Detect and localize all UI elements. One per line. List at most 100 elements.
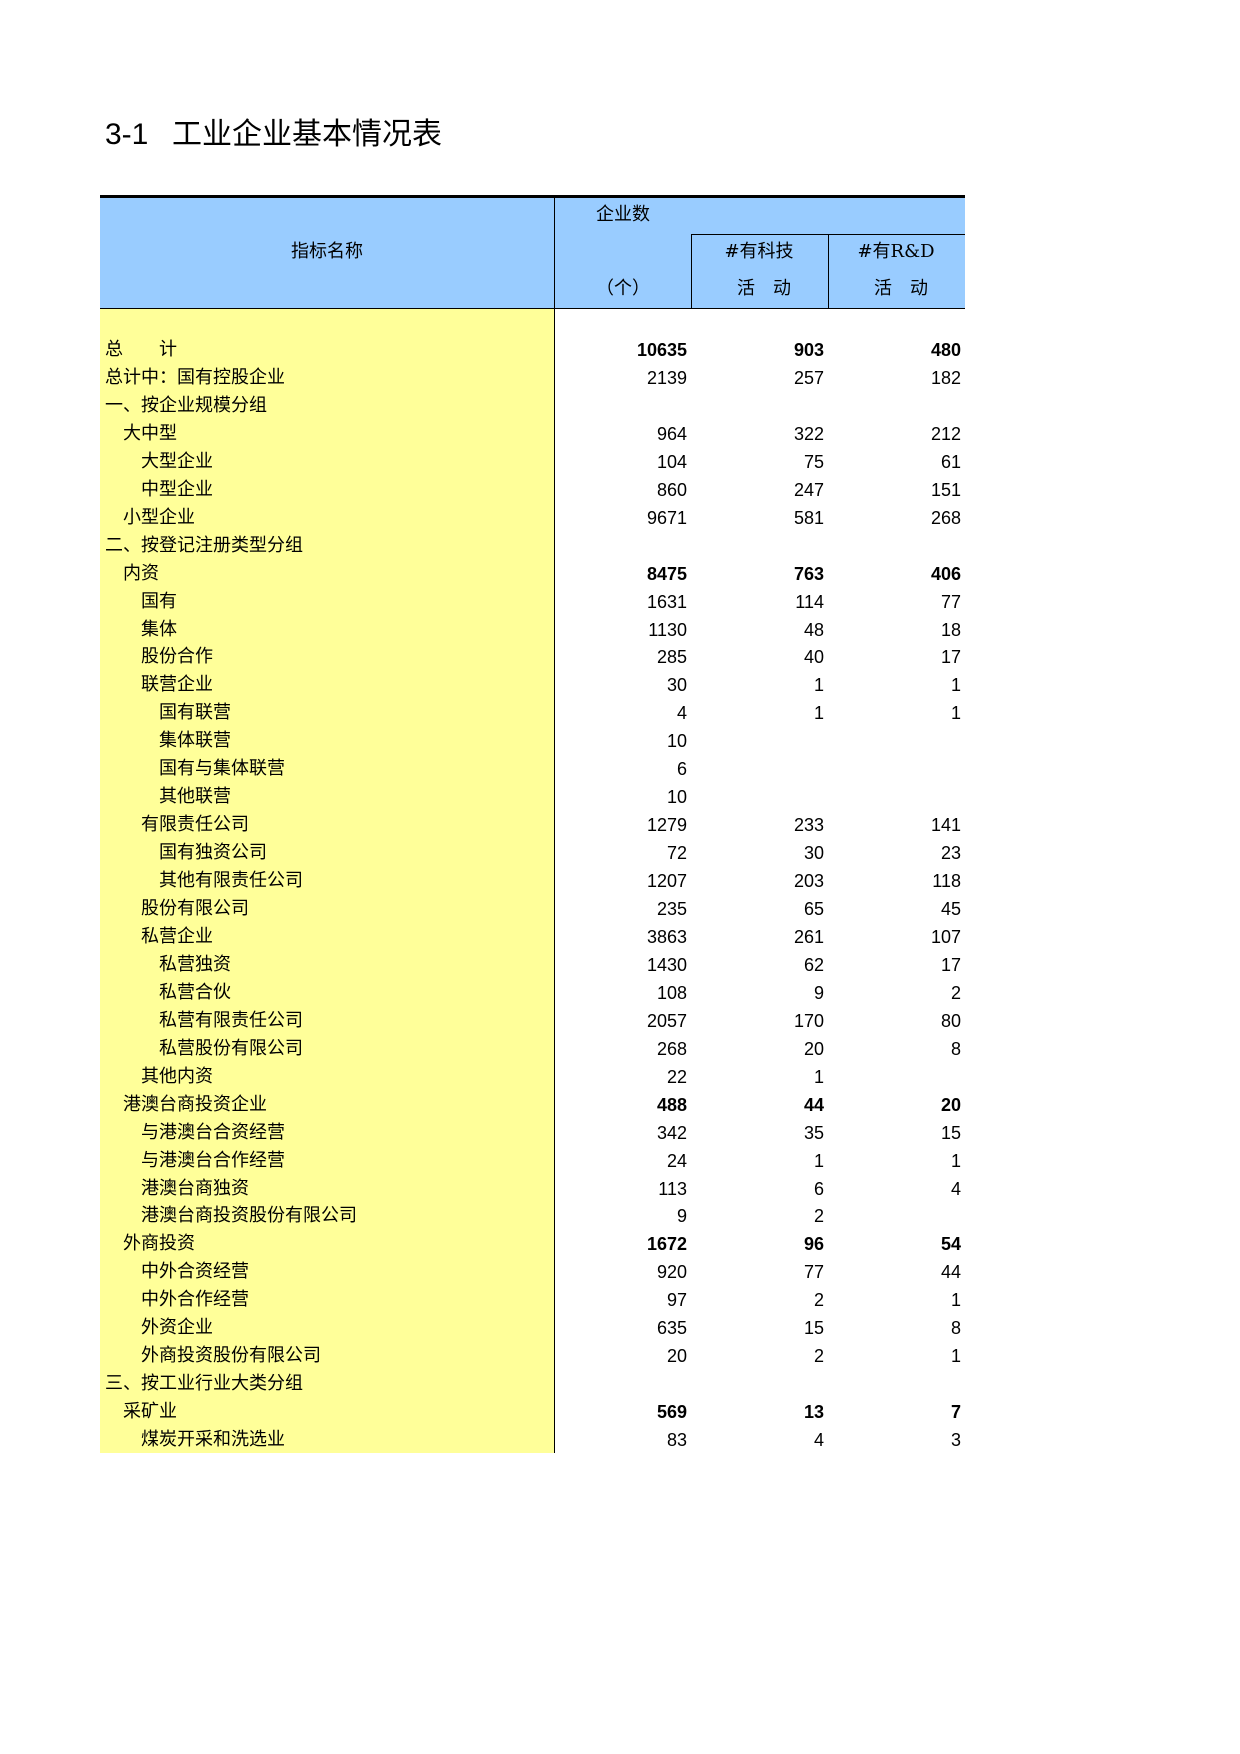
cell-value: 233 xyxy=(793,815,824,836)
row-label: 外商投资 xyxy=(105,1233,195,1255)
cell-value: 10635 xyxy=(636,340,687,360)
cell-value: 2139 xyxy=(646,367,687,388)
cell-value: 83 xyxy=(666,1430,687,1451)
row-label: 国有独资公司 xyxy=(105,842,267,864)
cell-value: 8475 xyxy=(646,563,687,584)
cell-value: 964 xyxy=(656,423,687,444)
subheader-column-rule xyxy=(828,234,829,308)
cell-value: 581 xyxy=(793,507,824,528)
cell-value: 18 xyxy=(940,619,961,640)
cell-value: 96 xyxy=(803,1234,824,1255)
row-label: 煤炭开采和洗选业 xyxy=(105,1429,285,1451)
cell-value: 118 xyxy=(932,871,961,892)
row-label: 其他内资 xyxy=(105,1065,213,1087)
cell-value: 9671 xyxy=(646,507,687,528)
cell-value: 1207 xyxy=(646,871,687,892)
cell-value: 35 xyxy=(803,1122,824,1143)
header-rule xyxy=(100,308,965,309)
row-label: 外商投资股份有限公司 xyxy=(105,1345,321,1367)
row-label: 私营股份有限公司 xyxy=(105,1037,303,1059)
row-label: 采矿业 xyxy=(105,1401,177,1423)
cell-value: 77 xyxy=(803,1262,824,1283)
row-label: 三、按工业行业大类分组 xyxy=(105,1373,303,1395)
header-rd: 活 动 xyxy=(874,278,928,299)
row-label: 集体 xyxy=(105,618,177,640)
cell-value: 8 xyxy=(950,1038,961,1059)
cell-value: 4 xyxy=(813,1430,824,1451)
cell-value: 61 xyxy=(940,451,961,472)
cell-value: 203 xyxy=(793,871,824,892)
cell-value: 1130 xyxy=(648,619,687,640)
cell-value: 635 xyxy=(656,1318,687,1339)
header-name: 指标名称 xyxy=(291,241,363,262)
cell-value: 15 xyxy=(803,1318,824,1339)
cell-value: 24 xyxy=(666,1150,687,1171)
cell-value: 62 xyxy=(803,954,824,975)
cell-value: 285 xyxy=(656,647,687,668)
cell-value: 108 xyxy=(656,982,687,1003)
cell-value: 9 xyxy=(676,1206,687,1227)
cell-value: 3 xyxy=(950,1430,961,1451)
row-label: 国有与集体联营 xyxy=(105,758,285,780)
row-label: 其他有限责任公司 xyxy=(105,870,303,892)
cell-value: 113 xyxy=(658,1178,687,1199)
cell-value: 30 xyxy=(803,843,824,864)
cell-value: 1 xyxy=(813,1150,824,1171)
row-label: 私营独资 xyxy=(105,953,231,975)
cell-value: 1279 xyxy=(646,815,687,836)
row-label: 小型企业 xyxy=(105,506,195,528)
cell-value: 17 xyxy=(940,954,961,975)
cell-value: 7 xyxy=(950,1402,961,1423)
cell-value: 182 xyxy=(930,367,961,388)
cell-value: 6 xyxy=(813,1178,824,1199)
cell-value: 20 xyxy=(803,1038,824,1059)
row-label: 内资 xyxy=(105,562,159,584)
top-rule xyxy=(100,195,965,198)
cell-value: 4 xyxy=(950,1178,961,1199)
cell-value: 10 xyxy=(666,787,687,808)
cell-value: 1430 xyxy=(646,954,687,975)
cell-value: 257 xyxy=(793,367,824,388)
row-label: 一、按企业规模分组 xyxy=(105,394,267,416)
cell-value: 2 xyxy=(813,1346,824,1367)
cell-value: 170 xyxy=(793,1010,824,1031)
header-tech: #有科技 xyxy=(724,241,794,262)
row-label: 国有 xyxy=(105,590,177,612)
cell-value: 268 xyxy=(656,1038,687,1059)
cell-value: 1672 xyxy=(646,1234,687,1255)
cell-value: 480 xyxy=(930,340,961,360)
row-label: 中外合作经营 xyxy=(105,1289,249,1311)
cell-value: 488 xyxy=(656,1094,687,1115)
cell-value: 1631 xyxy=(646,591,687,612)
subheader-column-rule xyxy=(691,234,692,308)
cell-value: 23 xyxy=(940,843,961,864)
cell-value: 10 xyxy=(666,731,687,752)
cell-value: 44 xyxy=(803,1094,824,1115)
header-tech: 活 动 xyxy=(737,278,791,299)
row-label: 与港澳台合作经营 xyxy=(105,1149,285,1171)
cell-value: 20 xyxy=(666,1346,687,1367)
cell-value: 1 xyxy=(950,1150,961,1171)
header-bg xyxy=(100,198,965,308)
column-rule xyxy=(554,198,555,1453)
cell-value: 1 xyxy=(950,1346,961,1367)
cell-value: 15 xyxy=(940,1122,961,1143)
cell-value: 151 xyxy=(930,479,961,500)
cell-value: 342 xyxy=(656,1122,687,1143)
row-label: 联营企业 xyxy=(105,674,213,696)
cell-value: 107 xyxy=(930,926,961,947)
cell-value: 65 xyxy=(803,899,824,919)
row-label: 二、按登记注册类型分组 xyxy=(105,534,303,556)
cell-value: 1 xyxy=(813,1066,824,1087)
cell-value: 72 xyxy=(666,843,687,864)
row-label: 港澳台商独资 xyxy=(105,1177,249,1199)
row-label: 港澳台商投资股份有限公司 xyxy=(105,1205,357,1227)
cell-value: 2 xyxy=(813,1206,824,1227)
row-label: 股份有限公司 xyxy=(105,898,249,919)
cell-value: 4 xyxy=(676,703,687,724)
cell-value: 2 xyxy=(950,982,961,1003)
cell-value: 3863 xyxy=(646,926,687,947)
cell-value: 75 xyxy=(803,451,824,472)
cell-value: 54 xyxy=(940,1234,961,1255)
